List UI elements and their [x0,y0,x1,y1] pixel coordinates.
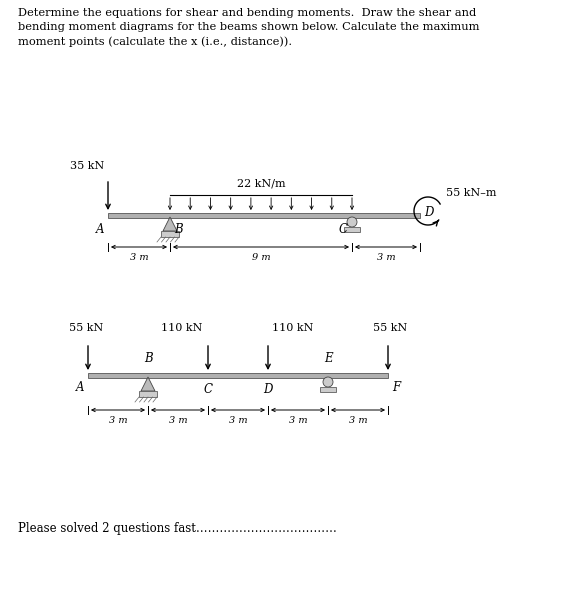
Text: 55 kN: 55 kN [373,323,407,333]
Bar [320,387,336,392]
Text: 22 kN/m: 22 kN/m [237,179,285,189]
Text: Determine the equations for shear and bending moments.  Draw the shear and
bendi: Determine the equations for shear and be… [18,8,479,47]
Text: 55 kN–m: 55 kN–m [446,188,496,198]
Text: F: F [392,381,400,394]
Text: C: C [203,383,213,396]
Text: 3 m: 3 m [377,253,396,262]
Text: 9 m: 9 m [252,253,270,262]
Text: 3 m: 3 m [229,416,247,425]
Text: D: D [263,383,272,396]
Text: Please solved 2 questions fast………………………………: Please solved 2 questions fast…………………………… [18,522,337,535]
Circle shape [347,217,357,227]
Text: 3 m: 3 m [349,416,367,425]
Text: 110 kN: 110 kN [161,323,202,333]
Bar [344,227,360,232]
Text: 3 m: 3 m [108,416,127,425]
Text: B: B [144,352,152,365]
Bar [161,231,179,237]
Text: 35 kN: 35 kN [70,161,104,171]
Text: E: E [323,352,332,365]
Circle shape [323,377,333,387]
Text: 55 kN: 55 kN [69,323,103,333]
Text: 3 m: 3 m [130,253,148,262]
Bar [108,212,420,218]
Polygon shape [163,217,177,231]
Text: 3 m: 3 m [169,416,188,425]
Text: C: C [339,223,348,236]
Text: B: B [174,223,183,236]
Bar [88,373,388,377]
Text: 110 kN: 110 kN [272,323,314,333]
Text: D: D [424,206,434,219]
Text: A: A [76,381,84,394]
Bar [139,391,157,397]
Text: 3 m: 3 m [289,416,307,425]
Text: A: A [96,223,104,236]
Polygon shape [141,377,155,391]
